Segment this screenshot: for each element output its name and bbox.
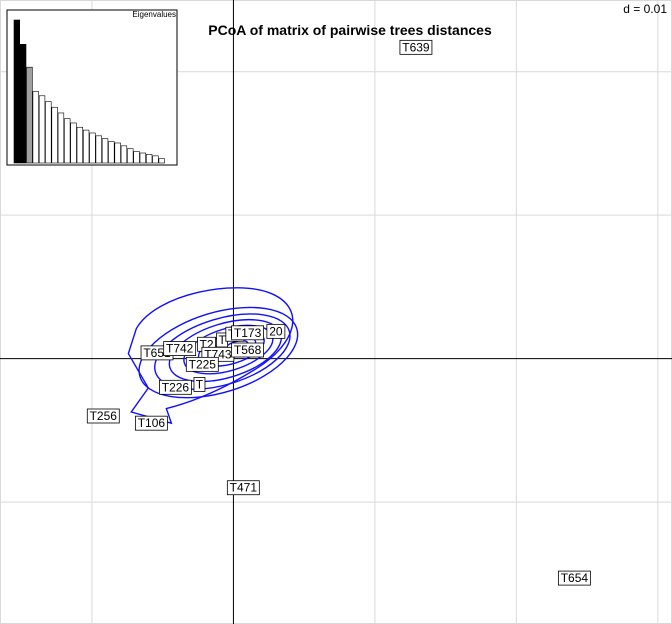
point-label-box — [193, 377, 206, 392]
eigenvalue-bar — [139, 152, 146, 164]
eigenvalue-bar — [120, 145, 128, 164]
eigenvalue-bar — [19, 44, 27, 164]
eigenvalue-bars — [13, 19, 165, 164]
point-label-box — [185, 356, 219, 372]
eigenvalue-bar — [158, 158, 165, 164]
eigenvalue-bar — [26, 66, 33, 164]
point-label-group: T568 — [231, 342, 264, 358]
eigenvalue-bar — [146, 154, 153, 164]
point-label-box — [231, 342, 264, 358]
point-label-box — [226, 480, 260, 496]
point-label: 20 — [269, 324, 283, 338]
point-label-box — [86, 408, 120, 424]
density-contour — [138, 306, 299, 399]
point-label: T654 — [561, 571, 589, 585]
point-label-group: T106 — [134, 415, 168, 431]
eigenvalue-bar — [76, 126, 83, 164]
point-label: T — [196, 377, 204, 391]
point-label-group: 20 — [266, 323, 286, 339]
point-label: T568 — [234, 343, 262, 357]
point-label-group: T256 — [86, 408, 120, 424]
chart-title: PCoA of matrix of pairwise trees distanc… — [208, 22, 492, 38]
point-label-box — [399, 39, 433, 55]
eigenvalue-bar — [101, 138, 109, 164]
eigenvalue-bar — [108, 141, 115, 164]
point-label-box — [231, 325, 264, 341]
point-label: T — [218, 333, 226, 347]
point-label-box — [134, 415, 168, 431]
point-label-box — [266, 323, 286, 339]
point-label: T173 — [234, 326, 262, 340]
eigenvalues-inset: Eigenvalues — [6, 9, 178, 166]
point-label-group: T225 — [185, 356, 219, 372]
eigenvalue-bar — [127, 148, 134, 164]
eigenvalue-bar — [64, 118, 71, 164]
eigenvalue-bar — [13, 19, 20, 164]
eigenvalue-bar — [45, 101, 52, 164]
point-label-group: T742 — [163, 341, 197, 356]
point-label-box — [163, 341, 197, 356]
eigenvalues-title: Eigenvalues — [132, 10, 176, 19]
eigenvalue-bar — [57, 112, 65, 164]
point-label-box — [557, 570, 591, 586]
density-contour-outer — [127, 287, 294, 425]
eigenvalue-bar — [70, 122, 77, 164]
point-label-group: T — [193, 377, 206, 392]
point-label-group: T226 — [159, 379, 192, 395]
point-label: T471 — [230, 481, 258, 495]
eigenvalue-bar — [89, 132, 96, 164]
eigenvalue-bar — [51, 106, 58, 164]
point-label-group: T654 — [557, 570, 591, 586]
point-labels: T639T651T742T2TT1T17320T743T568T225T226T… — [86, 39, 591, 586]
eigenvalue-bar — [133, 151, 140, 164]
point-label-group: T471 — [226, 480, 260, 496]
eigenvalue-bar — [114, 142, 121, 164]
point-label: T256 — [90, 409, 118, 423]
point-label-group: T639 — [399, 39, 433, 55]
point-label-box — [159, 379, 192, 395]
eigenvalue-bar — [152, 155, 159, 164]
eigenvalue-bar — [32, 91, 39, 164]
point-label-group: T173 — [231, 325, 264, 341]
point-label: T742 — [166, 342, 194, 356]
point-label: T639 — [402, 40, 430, 54]
eigenvalue-bar — [38, 95, 46, 164]
eigenvalue-bar — [95, 135, 102, 164]
eigenvalue-bar — [83, 129, 90, 164]
scale-label: d = 0.01 — [623, 2, 667, 16]
point-label: T225 — [189, 357, 217, 371]
point-label: T226 — [162, 380, 190, 394]
point-label: T106 — [138, 416, 166, 430]
